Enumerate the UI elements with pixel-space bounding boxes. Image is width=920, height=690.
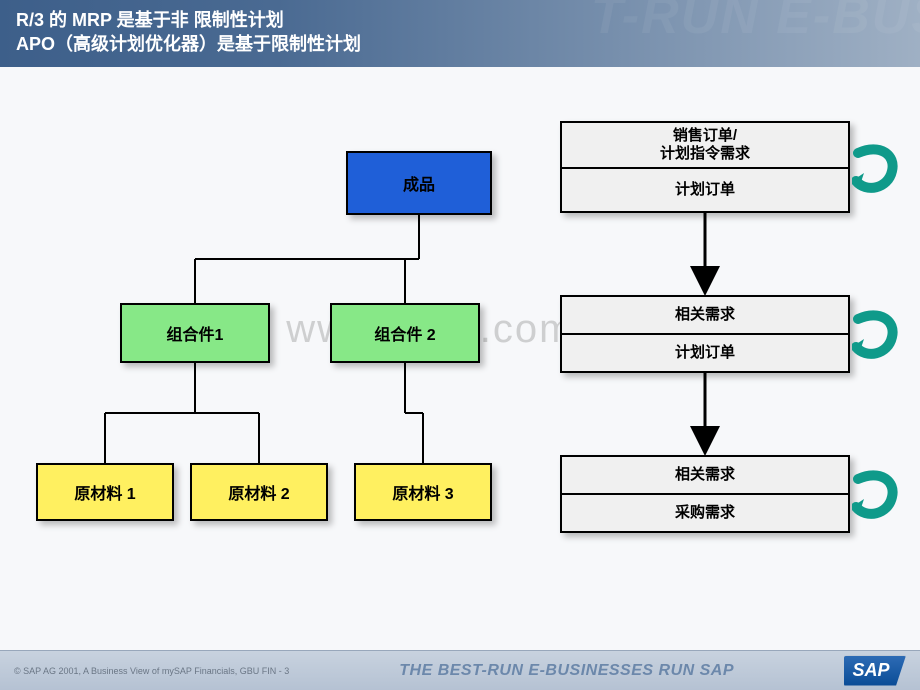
stack-1-top: 销售订单/ 计划指令需求 bbox=[562, 123, 848, 167]
footer-copyright: © SAP AG 2001, A Business View of mySAP … bbox=[14, 666, 289, 676]
stack-2-top: 相关需求 bbox=[562, 297, 848, 333]
stack-3-bottom: 采购需求 bbox=[562, 493, 848, 531]
stack-2: 相关需求 计划订单 bbox=[560, 295, 850, 373]
stack-3-top: 相关需求 bbox=[562, 457, 848, 493]
header-line-1: R/3 的 MRP 是基于非 限制性计划 bbox=[16, 8, 904, 32]
node-assembly-1: 组合件1 bbox=[120, 303, 270, 363]
stack-3: 相关需求 采购需求 bbox=[560, 455, 850, 533]
cycle-icon-3 bbox=[852, 467, 898, 521]
node-a1-label: 组合件1 bbox=[167, 321, 224, 345]
footer-tagline: THE BEST-RUN E-BUSINESSES RUN SAP bbox=[399, 662, 734, 680]
node-a2-label: 组合件 2 bbox=[374, 321, 435, 345]
node-material-3: 原材料 3 bbox=[354, 463, 492, 521]
node-assembly-2: 组合件 2 bbox=[330, 303, 480, 363]
stack-2-bottom: 计划订单 bbox=[562, 333, 848, 371]
stack-1: 销售订单/ 计划指令需求 计划订单 bbox=[560, 121, 850, 213]
cycle-icon-2 bbox=[852, 307, 898, 361]
node-m3-label: 原材料 3 bbox=[392, 480, 453, 504]
node-material-2: 原材料 2 bbox=[190, 463, 328, 521]
diagram-canvas: www.zixin.com.cn 成品 组合件1 组合件 2 原材料 1 bbox=[0, 67, 920, 627]
slide-header: R/3 的 MRP 是基于非 限制性计划 APO（高级计划优化器）是基于限制性计… bbox=[0, 0, 920, 67]
node-root-label: 成品 bbox=[403, 171, 435, 195]
sap-logo: SAP bbox=[844, 656, 906, 686]
node-m2-label: 原材料 2 bbox=[228, 480, 289, 504]
node-m1-label: 原材料 1 bbox=[74, 480, 135, 504]
cycle-icon-1 bbox=[852, 141, 898, 195]
header-line-2: APO（高级计划优化器）是基于限制性计划 bbox=[16, 32, 904, 56]
node-material-1: 原材料 1 bbox=[36, 463, 174, 521]
node-root: 成品 bbox=[346, 151, 492, 215]
slide-footer: © SAP AG 2001, A Business View of mySAP … bbox=[0, 650, 920, 690]
stack-1-bottom: 计划订单 bbox=[562, 167, 848, 211]
